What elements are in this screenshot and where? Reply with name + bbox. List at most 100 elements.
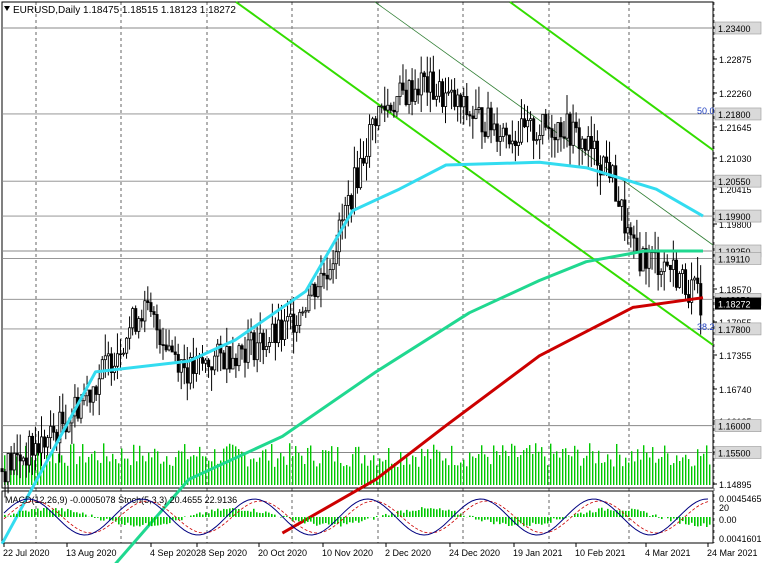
volume-bar [259, 458, 260, 485]
volume-bar [73, 444, 74, 485]
volume-bar [430, 459, 431, 485]
macd-bar [406, 510, 408, 517]
candle-body [615, 166, 617, 202]
candle-body [244, 349, 246, 362]
volume-bar [577, 450, 578, 485]
candle-body [107, 354, 109, 356]
volume-bar [499, 455, 500, 485]
volume-bar [652, 447, 653, 485]
volume-bar [676, 455, 677, 485]
volume-bar [337, 447, 338, 485]
volume-bar [634, 461, 635, 485]
volume-bar [586, 456, 587, 485]
volume-bar [49, 461, 50, 485]
macd-bar [478, 517, 480, 520]
macd-bar [364, 517, 366, 520]
volume-bar [184, 444, 185, 485]
volume-bar [88, 457, 89, 485]
candle-body [533, 119, 535, 141]
volume-bar [91, 454, 92, 485]
candle-body [223, 353, 225, 369]
candle-body [660, 271, 662, 274]
volume-bar [502, 445, 503, 485]
candle-body [98, 379, 100, 395]
macd-bar [706, 517, 708, 527]
macd-bar [595, 512, 597, 517]
candle-body [378, 107, 380, 126]
volume-bar [142, 456, 143, 485]
volume-bar [100, 463, 101, 485]
volume-bar [454, 465, 455, 485]
macd-bar [475, 517, 477, 520]
candle-body [563, 137, 565, 138]
candle-body [293, 314, 295, 332]
macd-bar [316, 517, 318, 526]
candle-body [396, 97, 398, 112]
candle-body [417, 89, 419, 95]
candle-body [132, 309, 134, 328]
macd-bar [610, 510, 612, 517]
macd-bar [493, 517, 495, 524]
candle-body [150, 303, 152, 312]
macd-bar [694, 517, 696, 526]
volume-bar [277, 458, 278, 485]
candle-body [174, 352, 176, 354]
macd-bar [313, 517, 315, 524]
candle-body [542, 114, 544, 135]
time-axis-label: 4 Sep 2020 [150, 548, 196, 558]
macd-bar [253, 509, 255, 517]
volume-bar [451, 446, 452, 485]
candle-body [539, 135, 541, 139]
volume-bar [139, 446, 140, 485]
volume-bar [106, 456, 107, 485]
candle-body [508, 135, 510, 144]
level-label: 1.17800 [718, 325, 751, 335]
candle-body [205, 360, 207, 363]
volume-bar [424, 456, 425, 485]
candle-body [399, 83, 401, 97]
macd-bar [484, 517, 486, 520]
volume-bar [445, 458, 446, 485]
chart-dropdown-icon[interactable] [4, 6, 10, 11]
macd-bar [241, 511, 243, 517]
volume-bar [310, 445, 311, 485]
candle-body [520, 119, 522, 142]
macd-bar [184, 516, 186, 517]
volume-bar [643, 445, 644, 485]
macd-bar [247, 511, 249, 517]
macd-bar [67, 509, 69, 517]
candle-body [332, 264, 334, 270]
macd-bar [538, 517, 540, 524]
candle-body [578, 128, 580, 149]
macd-bar [496, 517, 498, 522]
macd-bar [355, 517, 357, 521]
macd-bar [658, 517, 660, 518]
candle-body [593, 141, 595, 148]
candle-body [47, 438, 49, 447]
candle-body [372, 119, 374, 125]
candle-body [639, 252, 641, 271]
volume-bar [274, 467, 275, 485]
volume-bar [478, 454, 479, 485]
candle-body [262, 333, 264, 349]
volume-bar [211, 461, 212, 485]
candle-body [627, 228, 629, 233]
level-label: 1.15500 [718, 448, 751, 458]
candle-body [472, 116, 474, 119]
candle-body [1, 469, 3, 472]
volume-bar [307, 448, 308, 485]
price-axis-label: 1.21030 [719, 154, 752, 164]
candle-body [405, 90, 407, 104]
candle-body [89, 390, 91, 402]
macd-bar [598, 508, 600, 517]
volume-bar [532, 454, 533, 485]
volume-bar [484, 454, 485, 485]
volume-bar [628, 463, 629, 485]
volume-bar [703, 454, 704, 485]
volume-bar [346, 465, 347, 485]
macd-bar [649, 516, 651, 517]
macd-bar [154, 517, 156, 526]
candle-body [214, 356, 216, 370]
candle-body [551, 129, 553, 138]
